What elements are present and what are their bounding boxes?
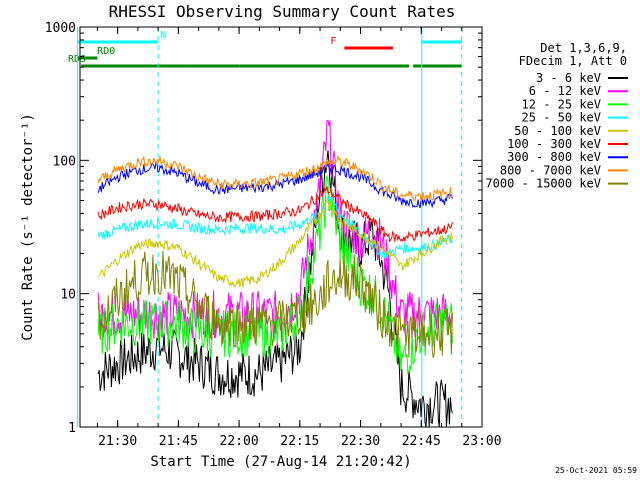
legend-label-6: 300 - 800 keV <box>507 150 601 164</box>
status-label-n: N <box>160 30 166 41</box>
series-line-0 <box>97 150 453 428</box>
series-line-3 <box>97 193 453 259</box>
x-tick-label: 22:30 <box>341 434 380 449</box>
y-tick-label: 100 <box>53 154 76 169</box>
series-line-6 <box>97 162 453 209</box>
legend-header-line: Det 1,3,6,9, <box>540 41 627 55</box>
legend-label-1: 6 - 12 keV <box>529 84 601 98</box>
legend-label-4: 50 - 100 keV <box>514 124 601 138</box>
legend-header-line: FDecim 1, Att 0 <box>519 54 627 68</box>
legend-label-0: 3 - 6 keV <box>536 71 601 85</box>
legend-label-7: 800 - 7000 keV <box>500 163 601 177</box>
x-tick-label: 22:00 <box>220 434 259 449</box>
status-label-rds: RDS <box>68 54 86 65</box>
x-tick-label: 21:45 <box>159 434 198 449</box>
status-bars: N F RD0 RDS <box>68 30 462 68</box>
x-tick-label: 22:15 <box>280 434 319 449</box>
y-tick-label: 10 <box>60 288 76 303</box>
legend-label-3: 25 - 50 keV <box>522 111 601 125</box>
axes: 21:30 21:45 22:00 22:15 22:30 22:45 23:00 1 10 10… <box>45 21 502 449</box>
status-vertical-lines <box>77 27 463 427</box>
legend-label-8: 7000 - 15000 keV <box>485 177 601 191</box>
x-tick-label: 23:00 <box>462 434 501 449</box>
y-tick-label: 1000 <box>45 21 76 36</box>
series-line-2 <box>97 174 453 374</box>
series-line-8 <box>97 250 453 358</box>
status-label-rd0: RD0 <box>97 46 115 57</box>
legend-label-5: 100 - 300 keV <box>507 137 601 151</box>
y-axis-label: Count Rate (s⁻¹ detector⁻¹) <box>20 113 36 341</box>
timestamp: 25-Oct-2021 05:59 <box>555 466 637 475</box>
legend-label-2: 12 - 25 keV <box>522 97 601 111</box>
plot-frame <box>79 26 483 428</box>
chart-title: RHESSI Observing Summary Count Rates <box>109 2 456 21</box>
series-lines <box>97 119 453 428</box>
series-line-4 <box>98 199 453 288</box>
x-tick-label: 22:45 <box>402 434 441 449</box>
series-line-5 <box>97 186 453 243</box>
series-line-7 <box>97 154 453 202</box>
status-label-f: F <box>330 36 336 47</box>
y-tick-label: 1 <box>68 421 76 436</box>
series-line-1 <box>97 119 453 339</box>
x-tick-label: 21:30 <box>98 434 137 449</box>
x-axis-label: Start Time (27-Aug-14 21:20:42) <box>150 454 411 470</box>
